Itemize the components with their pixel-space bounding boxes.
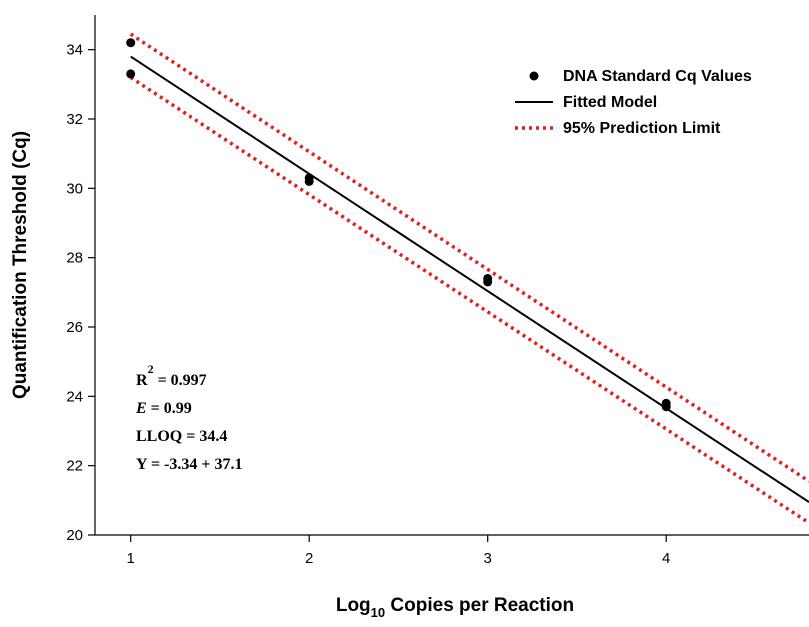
y-axis-title: Quantification Threshold (Cq) [10, 131, 31, 399]
y-tick-label: 26 [66, 319, 83, 336]
data-point [304, 176, 314, 186]
legend-symbol-dot [529, 71, 539, 81]
y-axis-ticks: 20 22 24 26 28 30 32 34 [66, 42, 95, 544]
x-axis-title-rest: Copies per Reaction [385, 595, 574, 616]
r-squared-symbol: R [136, 372, 148, 389]
r-squared-superscript: 2 [148, 362, 154, 376]
x-axis-ticks: 1 2 3 4 [127, 535, 670, 567]
data-point [483, 277, 493, 287]
x-axis-title-main: Log [336, 595, 371, 616]
efficiency-symbol: E [135, 400, 147, 417]
lloq-annotation: LLOQ = 34.4 [136, 428, 227, 445]
data-point [126, 69, 136, 79]
data-point [661, 402, 671, 412]
equation-annotation: Y = -3.34 + 37.1 [136, 456, 243, 473]
x-axis-title-subscript: 10 [371, 605, 385, 620]
legend-label-points: DNA Standard Cq Values [563, 68, 752, 85]
prediction-limit-line [129, 75, 809, 525]
y-tick-label: 30 [66, 180, 83, 197]
efficiency-value: = 0.99 [147, 400, 192, 417]
x-tick-label: 4 [662, 550, 670, 567]
efficiency-annotation: E = 0.99 [135, 400, 192, 417]
fit-statistics: R2 = 0.997 E = 0.99 LLOQ = 34.4 Y = -3.3… [135, 362, 243, 473]
y-tick-label: 28 [66, 250, 83, 267]
legend: DNA Standard Cq Values Fitted Model 95% … [515, 68, 752, 137]
y-tick-label: 34 [66, 42, 83, 59]
legend-label-fit: Fitted Model [563, 94, 657, 111]
prediction-limit-line [129, 32, 809, 483]
r-squared-value: = 0.997 [154, 372, 207, 389]
data-point [126, 38, 136, 48]
y-tick-label: 24 [66, 388, 83, 405]
y-tick-label: 22 [66, 458, 83, 475]
plot-frame [94, 15, 809, 536]
x-tick-label: 3 [484, 550, 492, 567]
y-tick-label: 32 [66, 111, 83, 128]
x-tick-label: 1 [127, 550, 135, 567]
x-tick-label: 2 [305, 550, 313, 567]
fitted-model-line [130, 55, 809, 503]
legend-label-prediction: 95% Prediction Limit [563, 120, 721, 137]
r-squared-annotation: R2 = 0.997 [136, 362, 207, 389]
x-axis-title: Log10 Copies per Reaction [336, 595, 574, 620]
series-layer [126, 32, 809, 525]
y-tick-label: 20 [66, 527, 83, 544]
